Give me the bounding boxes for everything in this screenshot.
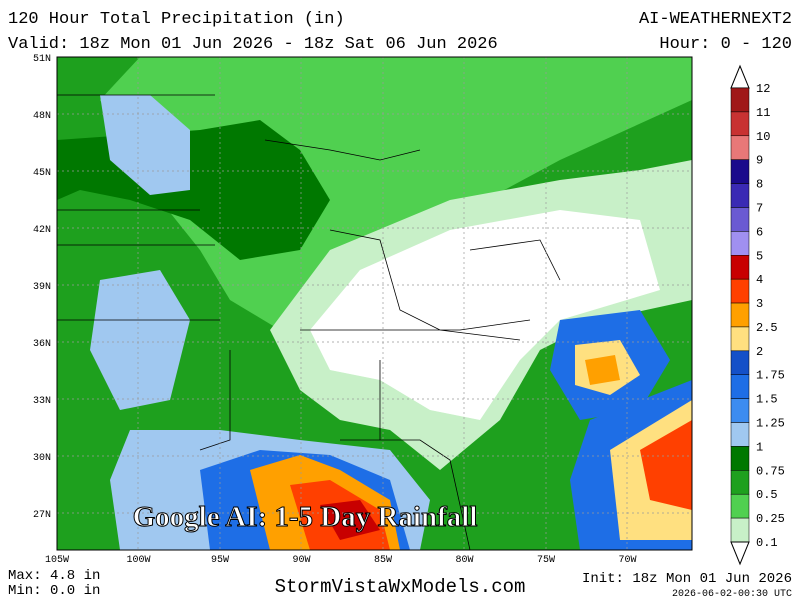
lat-label: 36N <box>33 339 51 350</box>
init-time: Init: 18z Mon 01 Jun 2026 <box>582 571 792 587</box>
overlay-title: Google AI: 1-5 Day Rainfall <box>133 501 478 533</box>
legend-swatch <box>730 207 750 232</box>
lat-label: 33N <box>33 396 51 407</box>
legend-label: 5 <box>756 249 763 263</box>
legend-label: 0.75 <box>756 464 785 478</box>
lat-label: 30N <box>33 453 51 464</box>
legend-label: 6 <box>756 225 763 239</box>
legend-swatch <box>730 111 750 137</box>
legend-swatch <box>730 374 750 399</box>
hour-range: Hour: 0 - 120 <box>659 35 792 54</box>
lon-label: 70W <box>618 555 636 566</box>
legend-swatch <box>730 302 750 328</box>
legend-arrow-bottom <box>730 541 750 566</box>
legend-label: 8 <box>756 178 763 192</box>
legend-label: 10 <box>756 130 770 144</box>
legend-label: 2.5 <box>756 321 778 335</box>
legend-label: 1.25 <box>756 417 785 431</box>
legend-swatch <box>730 422 750 447</box>
lon-label: 85W <box>374 555 392 566</box>
legend-label: 11 <box>756 106 770 120</box>
timestamp: 2026-06-02-00:30 UTC <box>672 589 792 600</box>
legend-label: 2 <box>756 345 763 359</box>
legend-label: 12 <box>756 82 770 96</box>
legend-label: 0.5 <box>756 488 778 502</box>
legend-swatch <box>730 398 750 423</box>
legend-swatch <box>730 326 750 352</box>
legend-label: 0.25 <box>756 512 785 526</box>
lon-label: 100W <box>126 555 150 566</box>
legend-label: 0.1 <box>756 536 778 550</box>
valid-range: Valid: 18z Mon 01 Jun 2026 - 18z Sat 06 … <box>8 35 498 54</box>
lon-label: 75W <box>537 555 555 566</box>
legend-swatch <box>730 231 750 256</box>
max-value: Max: 4.8 in <box>8 568 100 584</box>
legend-label: 4 <box>756 273 763 287</box>
lat-label: 45N <box>33 168 51 179</box>
lon-label: 95W <box>211 555 229 566</box>
legend-swatch <box>730 87 750 113</box>
lon-label: 105W <box>45 555 69 566</box>
lat-label: 48N <box>33 111 51 122</box>
site: StormVistaWxModels.com <box>275 576 526 598</box>
lat-label: 27N <box>33 510 51 521</box>
legend-label: 1.5 <box>756 393 778 407</box>
lon-label: 90W <box>292 555 310 566</box>
lon-label: 80W <box>455 555 473 566</box>
legend-arrow-top <box>730 64 750 89</box>
title: 120 Hour Total Precipitation (in) <box>8 10 345 29</box>
legend-label: 7 <box>756 201 763 215</box>
legend-label: 1 <box>756 440 763 454</box>
legend-swatch <box>730 517 750 543</box>
lat-label: 51N <box>33 54 51 65</box>
legend-swatch <box>730 255 750 280</box>
legend-swatch <box>730 350 750 375</box>
legend-swatch <box>730 278 750 304</box>
legend-swatch <box>730 470 750 495</box>
map <box>57 57 692 550</box>
legend-label: 3 <box>756 297 763 311</box>
min-value: Min: 0.0 in <box>8 583 100 599</box>
lat-label: 39N <box>33 282 51 293</box>
legend-swatch <box>730 135 750 160</box>
legend-label: 1.75 <box>756 369 785 383</box>
legend-swatch <box>730 493 750 519</box>
legend-swatch <box>730 183 750 208</box>
map-frame <box>56 56 693 551</box>
legend-swatch <box>730 446 750 471</box>
lat-label: 42N <box>33 225 51 236</box>
legend-label: 9 <box>756 154 763 168</box>
legend-swatch <box>730 159 750 184</box>
model: AI-WEATHERNEXT2 <box>639 10 792 29</box>
